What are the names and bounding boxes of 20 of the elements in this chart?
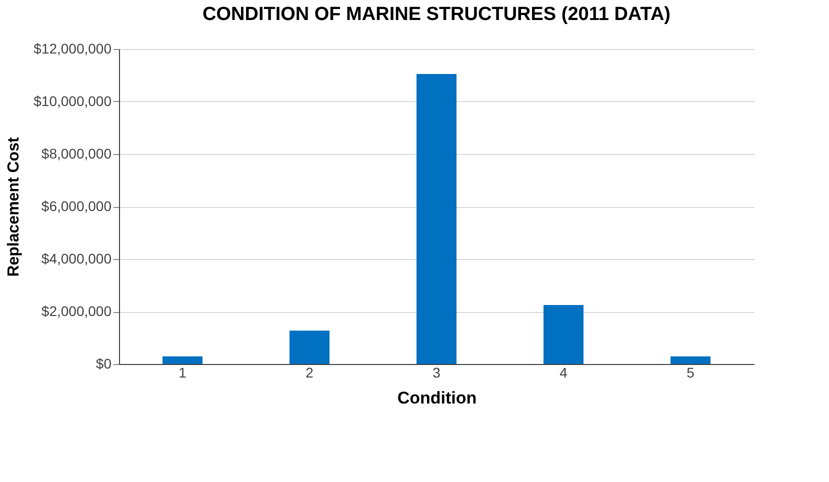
x-tick-label: 5: [686, 364, 695, 380]
bar: [162, 356, 202, 364]
bar: [416, 74, 456, 364]
y-tick-label: $0: [96, 356, 112, 372]
chart-title: CONDITION OF MARINE STRUCTURES (2011 DATA): [202, 4, 670, 25]
bar: [670, 356, 710, 364]
y-tick-label: $6,000,000: [41, 198, 112, 214]
x-tick-label: 2: [306, 364, 314, 380]
y-tick-label: $2,000,000: [41, 303, 112, 319]
x-tick-label: 1: [178, 364, 187, 380]
x-tick-label: 4: [560, 364, 568, 380]
y-tick-label: $12,000,000: [34, 40, 112, 56]
y-tick-label: $8,000,000: [41, 146, 112, 162]
y-axis-title: Replacement Cost: [6, 136, 23, 277]
bar: [544, 304, 584, 364]
bar: [290, 330, 330, 364]
y-tick-label: $4,000,000: [41, 250, 112, 266]
x-tick-label: 3: [432, 364, 441, 380]
y-tick-label: $10,000,000: [34, 93, 112, 109]
x-axis-title: Condition: [397, 388, 477, 408]
